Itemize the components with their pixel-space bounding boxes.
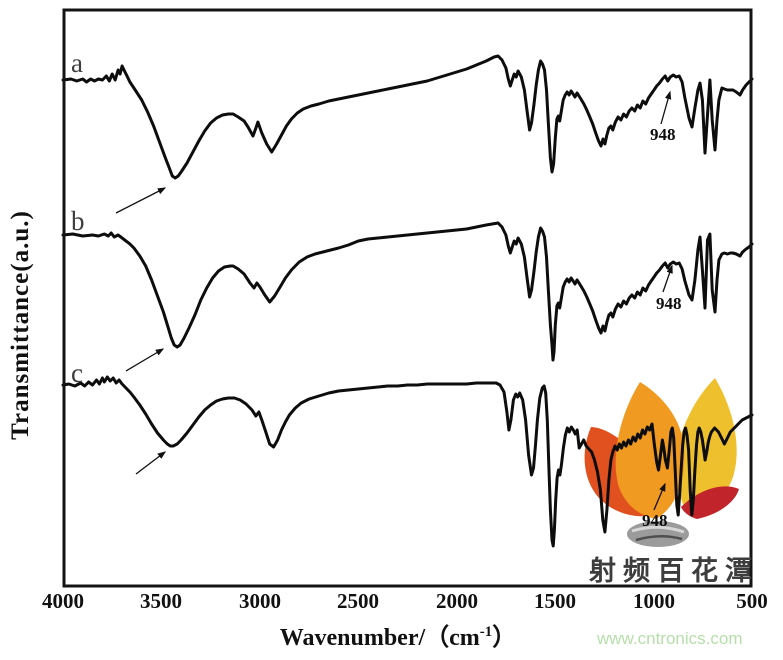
- x-tick-500: 500: [736, 589, 768, 613]
- watermark-url: www.cntronics.com: [597, 629, 743, 648]
- series-b-label: b: [71, 206, 85, 236]
- x-tick-3500: 3500: [140, 589, 182, 613]
- spectrum-a-curve: [61, 54, 754, 180]
- flame-middle-petal-icon: [615, 382, 685, 519]
- flame-logo: [584, 378, 739, 547]
- series-a-label: a: [71, 48, 83, 78]
- spectrum-b-curve: [61, 221, 754, 362]
- plot-frame: [62, 8, 753, 588]
- x-axis-label-text: Wavenumber/（cm: [279, 625, 480, 651]
- x-tick-2500: 2500: [337, 589, 379, 613]
- series-c-label: c: [71, 358, 83, 388]
- peak-948-arrow-a: [660, 90, 672, 125]
- logo-swoosh-icon: [681, 486, 739, 519]
- spectrum-c-curve: [61, 375, 754, 548]
- y-axis-label: Transmittance(a.u.): [7, 210, 34, 440]
- x-axis-label-close: ）: [492, 625, 517, 651]
- x-tick-1000: 1000: [633, 589, 675, 613]
- logo-stone-shadow: [635, 535, 683, 542]
- oh-band-arrow-b: [125, 348, 165, 372]
- peak-948-label-b: 948: [656, 294, 682, 313]
- x-tick-1500: 1500: [534, 589, 576, 613]
- peak-948-arrow-b: [662, 264, 673, 293]
- x-axis-label-exponent: -1: [479, 624, 493, 640]
- x-axis-label: Wavenumber/（cm-1）: [280, 617, 516, 652]
- x-tick-4000: 4000: [42, 589, 84, 613]
- oh-band-arrow-a: [115, 187, 167, 214]
- peak-948-label-a: 948: [650, 125, 676, 144]
- oh-band-arrow-c: [135, 451, 167, 475]
- peak-948-label-c: 948: [642, 511, 668, 530]
- logo-text: 射频百花潭: [589, 556, 759, 586]
- x-tick-2000: 2000: [436, 589, 478, 613]
- peak-948-arrow-c: [653, 482, 666, 511]
- logo-stone-highlight: [631, 525, 685, 534]
- x-tick-3000: 3000: [239, 589, 281, 613]
